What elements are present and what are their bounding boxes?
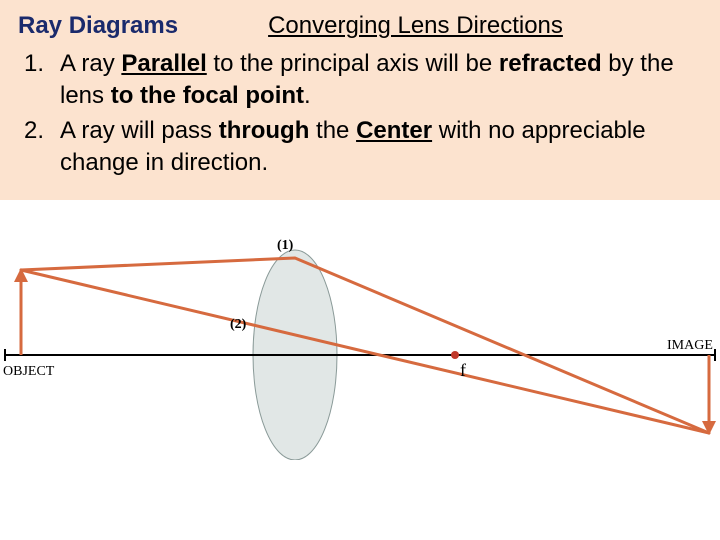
ray-diagram: OBJECT IMAGE (1) (2) f [0,200,720,460]
svg-text:(2): (2) [230,317,247,332]
svg-text:IMAGE: IMAGE [667,338,713,353]
title-left: Ray Diagrams [18,12,178,40]
list-item: 1.A ray Parallel to the principal axis w… [18,48,702,113]
header-row: Ray Diagrams Converging Lens Directions [18,12,702,40]
list-number: 1. [18,48,60,113]
list-text: A ray Parallel to the principal axis wil… [60,48,702,113]
svg-text:f: f [460,360,466,380]
list-number: 2. [18,115,60,180]
text-panel: Ray Diagrams Converging Lens Directions … [0,0,720,200]
svg-text:(1): (1) [277,238,294,253]
list-text: A ray will pass through the Center with … [60,115,702,180]
directions-list: 1.A ray Parallel to the principal axis w… [18,48,702,180]
title-right: Converging Lens Directions [268,12,563,40]
svg-text:OBJECT: OBJECT [3,364,55,379]
list-item: 2.A ray will pass through the Center wit… [18,115,702,180]
